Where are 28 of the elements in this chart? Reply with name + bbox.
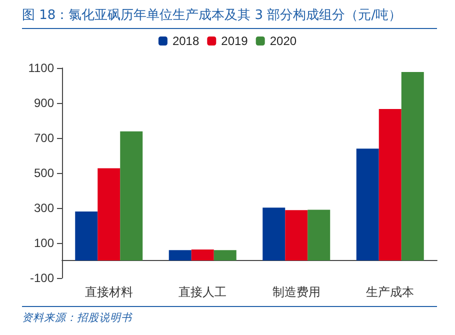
bar (378, 108, 402, 260)
bar (401, 72, 424, 260)
bar (75, 212, 98, 260)
y-tick-label: 500 (34, 166, 54, 180)
bar (168, 250, 192, 260)
bar (98, 168, 120, 260)
y-tick-label: 700 (34, 131, 54, 145)
bar (356, 148, 379, 260)
x-tick-label: 直接人工 (178, 285, 227, 299)
y-tick-label: -100 (30, 271, 54, 285)
y-tick-label: 900 (34, 96, 54, 110)
bar (214, 250, 236, 260)
bar (285, 210, 308, 260)
y-tick-label: 300 (34, 201, 54, 215)
bar (308, 210, 330, 260)
bar (191, 249, 214, 260)
legend-label: 2018 (172, 34, 200, 48)
x-tick-label: 生产成本 (366, 285, 414, 299)
chart-title: 图 18：氯化亚砜历年单位生产成本及其 3 部分构成组分（元/吨） (22, 6, 437, 29)
x-tick-label: 制造费用 (272, 285, 320, 299)
legend-label: 2019 (221, 34, 248, 48)
x-tick-label: 直接材料 (84, 285, 133, 299)
legend-label: 2020 (270, 34, 297, 48)
y-tick-label: 100 (34, 236, 54, 250)
bar (120, 131, 143, 260)
bar (262, 208, 286, 260)
text: 资料来源：招股说明书 (22, 306, 437, 325)
y-tick-label: 1100 (28, 61, 54, 75)
